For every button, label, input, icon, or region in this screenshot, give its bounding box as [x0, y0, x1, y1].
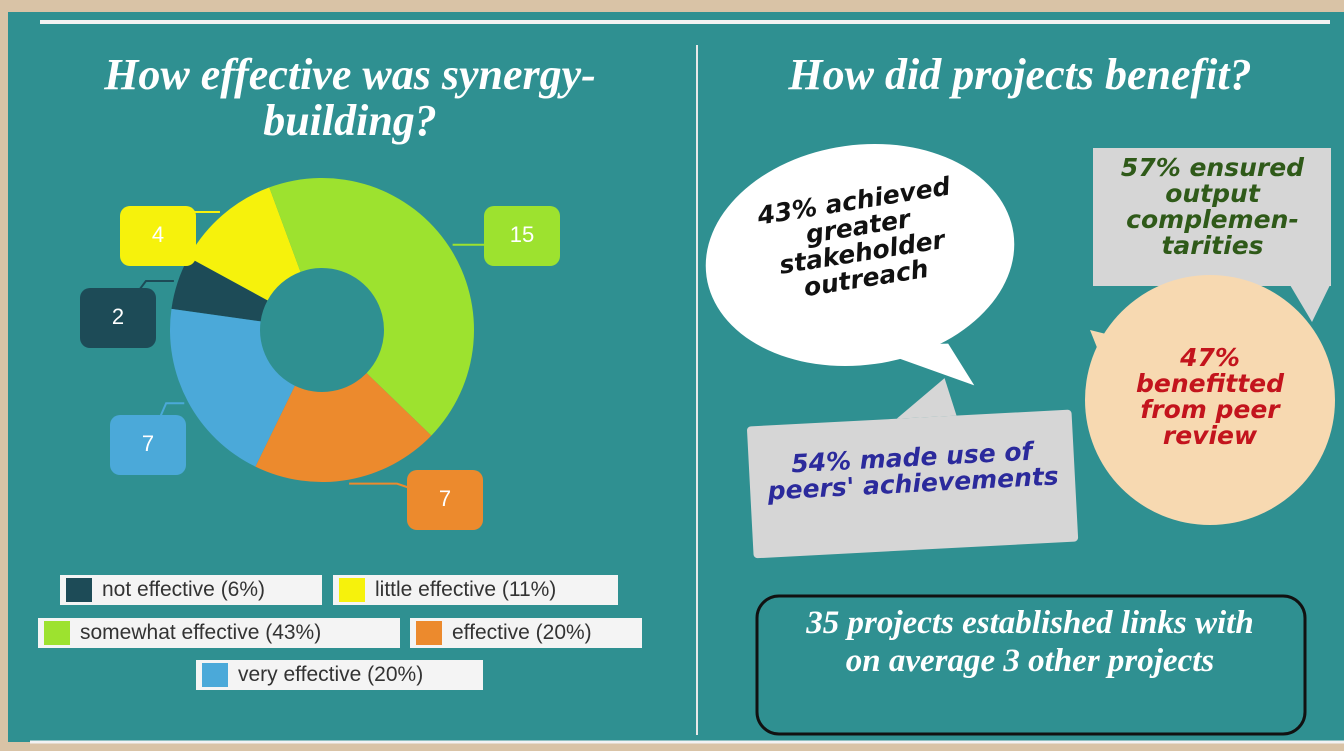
value-label-box — [80, 288, 156, 348]
legend-label: not effective (6%) — [102, 578, 266, 601]
legend-item: somewhat effective (43%) — [38, 618, 400, 648]
legend-item: little effective (11%) — [333, 575, 618, 605]
summary-box — [755, 594, 1307, 736]
bubble-gray-bottom — [747, 378, 1079, 559]
donut-segment — [255, 373, 432, 482]
value-label-box — [484, 206, 560, 266]
legend-item: effective (20%) — [410, 618, 642, 648]
callout: 47% benefitted from peer review — [1135, 343, 1285, 450]
legend-swatch — [416, 621, 442, 645]
donut-segment — [171, 257, 268, 322]
bubble-peach — [1085, 275, 1335, 525]
summary: 35 projects established links with on av… — [806, 605, 1254, 679]
chart-title: How effective was synergy-building? — [104, 50, 596, 145]
donut-segment — [188, 187, 301, 301]
donut-segment — [269, 177, 475, 436]
value-label: 15 — [510, 222, 534, 247]
right-title: How did projects benefit? — [788, 50, 1252, 99]
legend-item: very effective (20%) — [196, 660, 483, 690]
legend-label: little effective (11%) — [375, 578, 557, 601]
legend-label: somewhat effective (43%) — [80, 621, 322, 644]
legend-swatch — [202, 663, 228, 687]
speech-bubbles — [705, 143, 1335, 736]
callout: 57% ensured output complemen-tarities — [1120, 153, 1305, 260]
legend-label: very effective (20%) — [238, 663, 424, 686]
legend-item: not effective (6%) — [60, 575, 322, 605]
value-label: 4 — [152, 222, 164, 247]
donut-segment — [169, 308, 295, 467]
bubble-white — [705, 143, 1015, 386]
bubble-gray-top — [1093, 148, 1331, 322]
donut-chart: 2 4 15 7 7 — [80, 177, 560, 530]
legend-swatch — [339, 578, 365, 602]
value-label: 7 — [439, 486, 451, 511]
legend-swatch — [44, 621, 70, 645]
value-label-box — [110, 415, 186, 475]
legend-label: effective (20%) — [452, 621, 592, 644]
value-label-box — [120, 206, 196, 266]
value-label: 2 — [112, 304, 124, 329]
value-label-box — [407, 470, 483, 530]
value-label: 7 — [142, 431, 154, 456]
legend-swatch — [66, 578, 92, 602]
